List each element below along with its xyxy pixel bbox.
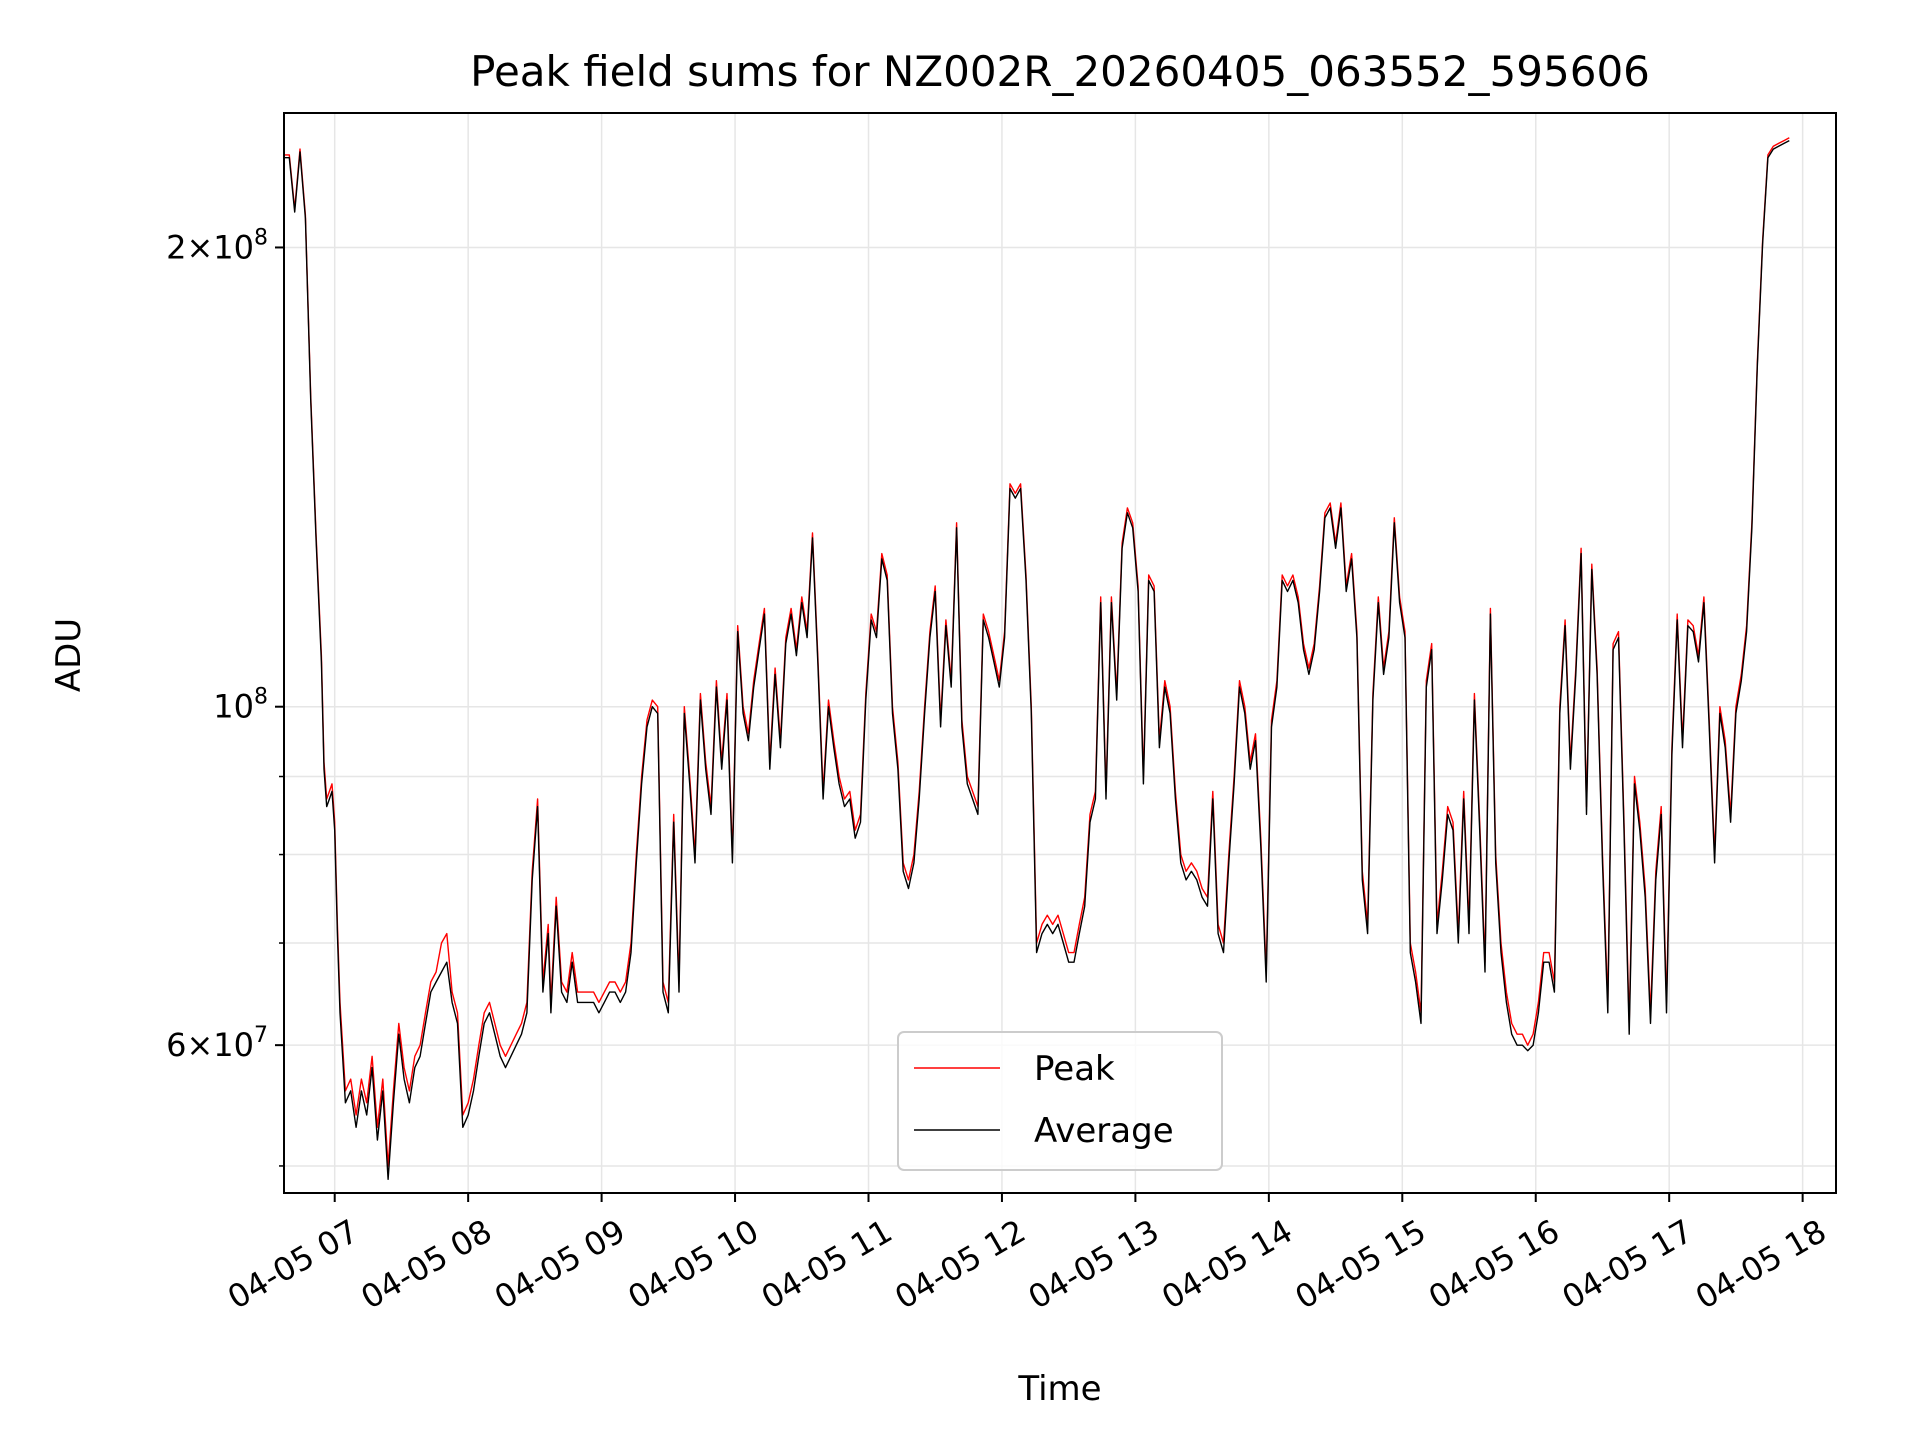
y-tick-label: 108 xyxy=(213,685,268,726)
y-tick-label: 2×108 xyxy=(166,225,268,266)
plot-frame xyxy=(283,112,1837,1194)
chart-title: Peak field sums for NZ002R_20260405_0635… xyxy=(470,47,1650,96)
y-tick-label: 6×107 xyxy=(166,1023,268,1064)
legend-label-average: Average xyxy=(1034,1111,1174,1151)
y-axis: 6×107 108 2×108 xyxy=(166,225,284,1167)
x-axis-label: Time xyxy=(1017,1369,1101,1409)
legend: Peak Average xyxy=(897,1031,1223,1171)
legend-label-peak: Peak xyxy=(1034,1049,1115,1089)
series-line-average xyxy=(284,139,1790,1180)
y-axis-label: ADU xyxy=(49,618,89,692)
series-layer xyxy=(284,137,1790,1180)
legend-box xyxy=(897,1031,1223,1171)
